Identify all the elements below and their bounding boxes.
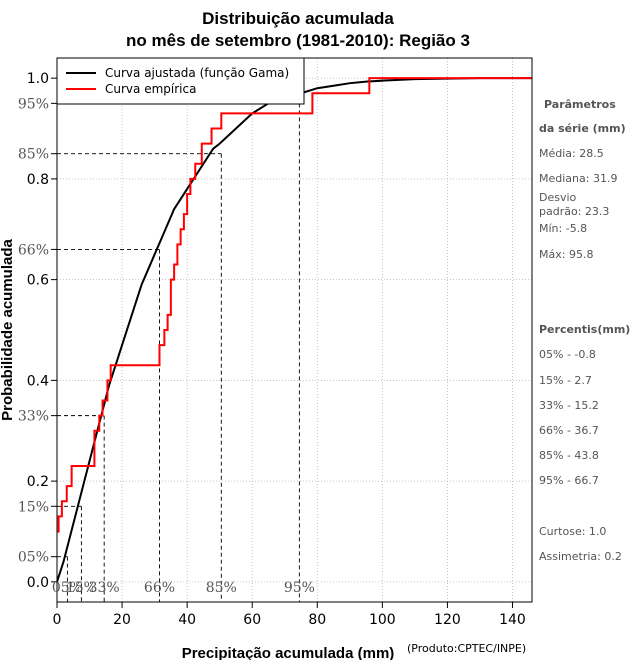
percentile-95: 95% - 66.7 xyxy=(539,474,599,487)
param-stddev-line-2: padrão: 23.3 xyxy=(539,205,609,218)
param-stddev-line-1: Desvio xyxy=(539,191,577,204)
x-tick-label: 60 xyxy=(243,612,261,628)
y-percentile-label: 66% xyxy=(18,242,49,258)
param-min: Mín: -5.8 xyxy=(539,222,587,235)
percentile-66: 66% - 36.7 xyxy=(539,424,599,437)
percentile-05: 05% - -0.8 xyxy=(539,348,596,361)
x-tick-label: 100 xyxy=(369,612,396,628)
x-percentile-label: 05% xyxy=(52,580,83,596)
plot-frame xyxy=(56,57,533,603)
params-heading-line-1: Parâmetros xyxy=(544,98,616,111)
y-percentile-label: 15% xyxy=(18,499,49,515)
chart-title-line-1: Distribuição acumulada xyxy=(202,9,394,28)
param-median: Mediana: 31.9 xyxy=(539,172,617,185)
product-credit: (Produto:CPTEC/INPE) xyxy=(407,642,526,655)
percentile-guide-lines xyxy=(57,102,300,602)
curves xyxy=(56,77,532,583)
x-percentile-label: 85% xyxy=(206,580,237,596)
y-percentile-label: 95% xyxy=(18,96,49,112)
x-percentile-label: 15% xyxy=(66,580,97,596)
percentile-33: 33% - 15.2 xyxy=(539,399,599,412)
x-axis-title: Precipitação acumulada (mm) xyxy=(182,645,395,660)
percentile-85: 85% - 43.8 xyxy=(539,449,599,462)
chart-title-line-2: no mês de setembro (1981-2010): Região 3 xyxy=(126,31,470,50)
x-tick-label: 140 xyxy=(499,612,526,628)
x-percentile-label: 95% xyxy=(284,580,315,596)
empirical-step-curve xyxy=(57,77,532,533)
y-tick-label: 1.0 xyxy=(27,71,49,87)
legend-box xyxy=(56,57,305,105)
axes: 0 20 40 60 80 100 120 140 0.0 0.2 0.4 0.6 0.8 1.0 05%0… xyxy=(18,71,526,628)
y-percentile-label: 85% xyxy=(18,147,49,163)
y-percentile-label: 05% xyxy=(18,550,49,566)
x-tick-label: 40 xyxy=(178,612,196,628)
x-tick-label: 80 xyxy=(308,612,326,628)
x-tick-label: 120 xyxy=(434,612,461,628)
param-max: Máx: 95.8 xyxy=(539,248,593,261)
legend-label-fitted: Curva ajustada (função Gama) xyxy=(105,66,289,80)
y-tick-label: 0.6 xyxy=(27,273,49,289)
legend-label-empirical: Curva empírica xyxy=(105,82,196,96)
param-mean: Média: 28.5 xyxy=(539,147,604,160)
x-tick-label: 0 xyxy=(53,612,62,628)
x-percentile-label: 66% xyxy=(144,580,175,596)
y-tick-label: 0.4 xyxy=(27,373,49,389)
y-percentile-label: 33% xyxy=(18,409,49,425)
y-tick-label: 0.0 xyxy=(27,575,49,591)
y-tick-label: 0.2 xyxy=(27,474,49,490)
x-percentile-label: 33% xyxy=(89,580,120,596)
grid-lines xyxy=(56,58,532,602)
percentiles-heading: Percentis(mm) xyxy=(539,323,630,336)
percentile-15: 15% - 2.7 xyxy=(539,374,592,387)
statistics-panel: Parâmetros da série (mm) Média: 28.5 Med… xyxy=(539,98,630,563)
params-heading-line-2: da série (mm) xyxy=(539,122,626,135)
stat-skewness: Assimetria: 0.2 xyxy=(539,550,622,563)
legend: Curva ajustada (função Gama) Curva empír… xyxy=(56,57,305,105)
y-axis-title: Probabilidade acumulada xyxy=(0,238,16,420)
stat-kurtosis: Curtose: 1.0 xyxy=(539,525,606,538)
y-tick-label: 0.8 xyxy=(27,172,49,188)
x-tick-label: 20 xyxy=(113,612,131,628)
